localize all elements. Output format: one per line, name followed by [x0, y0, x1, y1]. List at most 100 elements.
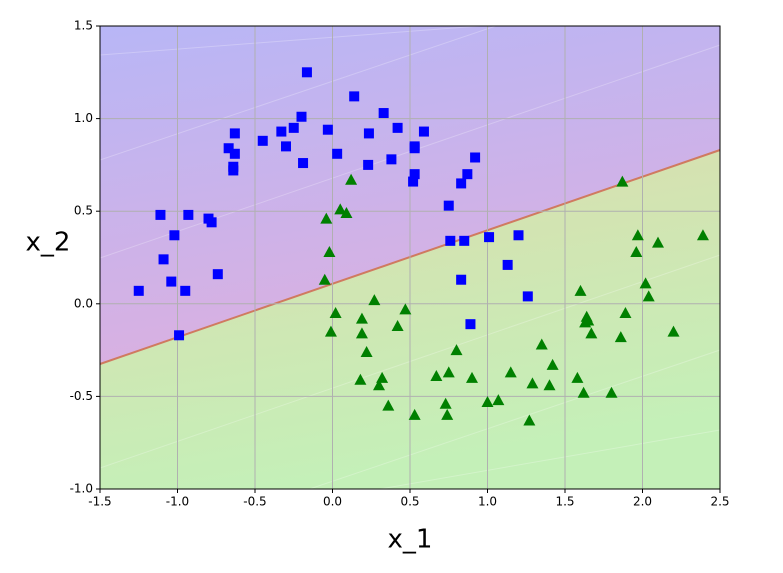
square-point: [229, 148, 240, 159]
triangle-point: [324, 325, 337, 337]
triangle-point: [481, 395, 494, 407]
triangle-point: [450, 344, 463, 356]
square-point: [174, 330, 185, 341]
triangle-point: [631, 229, 644, 241]
square-point: [166, 276, 177, 287]
triangle-point: [585, 327, 598, 339]
x-tick-label: -0.5: [243, 495, 266, 509]
square-point: [459, 235, 470, 246]
triangle-point: [543, 379, 556, 391]
square-point: [392, 122, 403, 133]
triangle-point: [696, 229, 709, 241]
triangle-point: [360, 345, 373, 357]
triangle-point: [574, 284, 587, 296]
square-point: [386, 154, 397, 165]
triangle-point: [334, 203, 347, 215]
square-point: [513, 230, 524, 241]
y-tick-label: -0.5: [70, 389, 93, 403]
triangle-point: [355, 312, 368, 324]
triangle-point: [368, 294, 381, 306]
square-point: [223, 143, 234, 154]
x-tick-label: 1.5: [555, 495, 574, 509]
square-point: [183, 209, 194, 220]
triangle-point: [382, 399, 395, 411]
square-point: [169, 230, 180, 241]
triangle-point: [391, 320, 404, 332]
square-point: [470, 152, 481, 163]
square-point: [212, 269, 223, 280]
square-point: [456, 274, 467, 285]
x-axis-label: x_1: [388, 525, 433, 555]
square-point: [288, 122, 299, 133]
triangle-point: [526, 377, 539, 389]
square-point: [462, 169, 473, 180]
x-tick-label: 0.0: [323, 495, 342, 509]
square-point: [133, 285, 144, 296]
square-point: [296, 111, 307, 122]
triangle-point: [535, 338, 548, 350]
square-point: [349, 91, 360, 102]
square-point: [445, 235, 456, 246]
triangle-point: [355, 327, 368, 339]
square-point: [409, 143, 420, 154]
triangle-point: [642, 290, 655, 302]
triangle-point: [373, 379, 385, 391]
triangle-point: [442, 366, 455, 378]
square-point: [502, 259, 513, 270]
triangle-point: [504, 366, 517, 378]
square-point: [228, 165, 239, 176]
square-point: [158, 254, 169, 265]
triangle-point: [577, 386, 590, 398]
square-point: [522, 291, 533, 302]
triangle-point: [340, 207, 353, 219]
x-tick-label: 2.0: [633, 495, 652, 509]
y-axis-label: x_2: [26, 228, 71, 258]
x-tick-label: 2.5: [710, 495, 729, 509]
triangle-point: [630, 245, 643, 257]
triangle-point: [408, 408, 421, 420]
triangle-point: [441, 408, 454, 420]
triangle-point: [492, 394, 505, 406]
square-point: [180, 285, 191, 296]
y-tick-label: 0.5: [74, 204, 93, 218]
triangle-point: [466, 371, 478, 383]
x-tick-label: 1.0: [478, 495, 497, 509]
square-point: [229, 128, 240, 139]
triangle-point: [619, 307, 632, 319]
square-point: [456, 178, 467, 189]
y-tick-label: 1.0: [74, 111, 93, 125]
triangle-point: [318, 273, 331, 285]
x-tick-label: -1.0: [166, 495, 189, 509]
triangle-point: [582, 314, 595, 326]
triangle-point: [376, 371, 389, 383]
triangle-point: [430, 370, 443, 382]
square-point: [443, 200, 454, 211]
square-point: [322, 124, 333, 135]
y-tick-label: 0.0: [74, 296, 93, 310]
triangle-point: [320, 212, 333, 224]
triangle-point: [616, 175, 629, 187]
triangle-point: [546, 358, 559, 370]
triangle-point: [354, 373, 367, 385]
triangle-point: [323, 245, 336, 257]
square-point: [484, 232, 495, 243]
square-point: [409, 169, 420, 180]
triangle-point: [652, 236, 664, 248]
triangle-point: [439, 397, 452, 409]
square-point: [363, 128, 374, 139]
square-point: [301, 67, 312, 78]
x-tick-label: -1.5: [88, 495, 111, 509]
square-point: [206, 217, 217, 228]
square-point: [155, 209, 166, 220]
square-point: [281, 141, 291, 152]
triangle-point: [329, 307, 342, 319]
triangle-point: [523, 414, 536, 426]
y-tick-label: -1.0: [70, 482, 93, 496]
x-tick-label: 0.5: [400, 495, 419, 509]
triangle-point: [605, 386, 618, 398]
square-point: [378, 108, 389, 119]
y-tick-label: 1.5: [74, 19, 93, 33]
square-point: [298, 158, 309, 169]
square-point: [332, 148, 343, 159]
